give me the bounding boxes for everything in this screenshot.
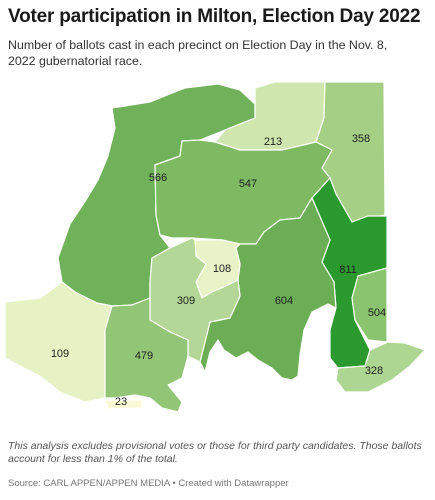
precinct-479[interactable] (104, 297, 189, 413)
footnote: This analysis excludes provisional votes… (8, 440, 422, 465)
precinct-label-604: 604 (275, 295, 293, 307)
chart-title: Voter participation in Milton, Election … (8, 6, 421, 27)
precinct-label-479: 479 (135, 350, 153, 362)
source-line: Source: CARL APPEN/APPEN MEDIA • Created… (8, 478, 289, 489)
precinct-328[interactable] (335, 341, 426, 393)
precinct-label-23: 23 (115, 396, 127, 408)
precinct-label-309: 309 (177, 295, 195, 307)
precinct-label-504: 504 (368, 307, 386, 319)
precinct-labels: 566 213 358 547 811 108 309 604 504 109 … (51, 133, 386, 408)
precinct-label-358: 358 (352, 133, 370, 145)
precinct-label-566: 566 (149, 172, 167, 184)
precinct-label-328: 328 (365, 365, 383, 377)
map-svg: 566 213 358 547 811 108 309 604 504 109 … (4, 81, 426, 413)
chart-subtitle: Number of ballots cast in each precinct … (8, 38, 388, 68)
precinct-label-547: 547 (239, 178, 257, 190)
precinct-label-811: 811 (339, 264, 357, 276)
precinct-504[interactable] (351, 267, 388, 343)
precinct-23[interactable] (104, 399, 143, 410)
precinct-label-109: 109 (51, 348, 69, 360)
precinct-map: 566 213 358 547 811 108 309 604 504 109 … (0, 78, 435, 418)
precinct-label-213: 213 (264, 136, 282, 148)
precinct-label-108: 108 (213, 263, 231, 275)
